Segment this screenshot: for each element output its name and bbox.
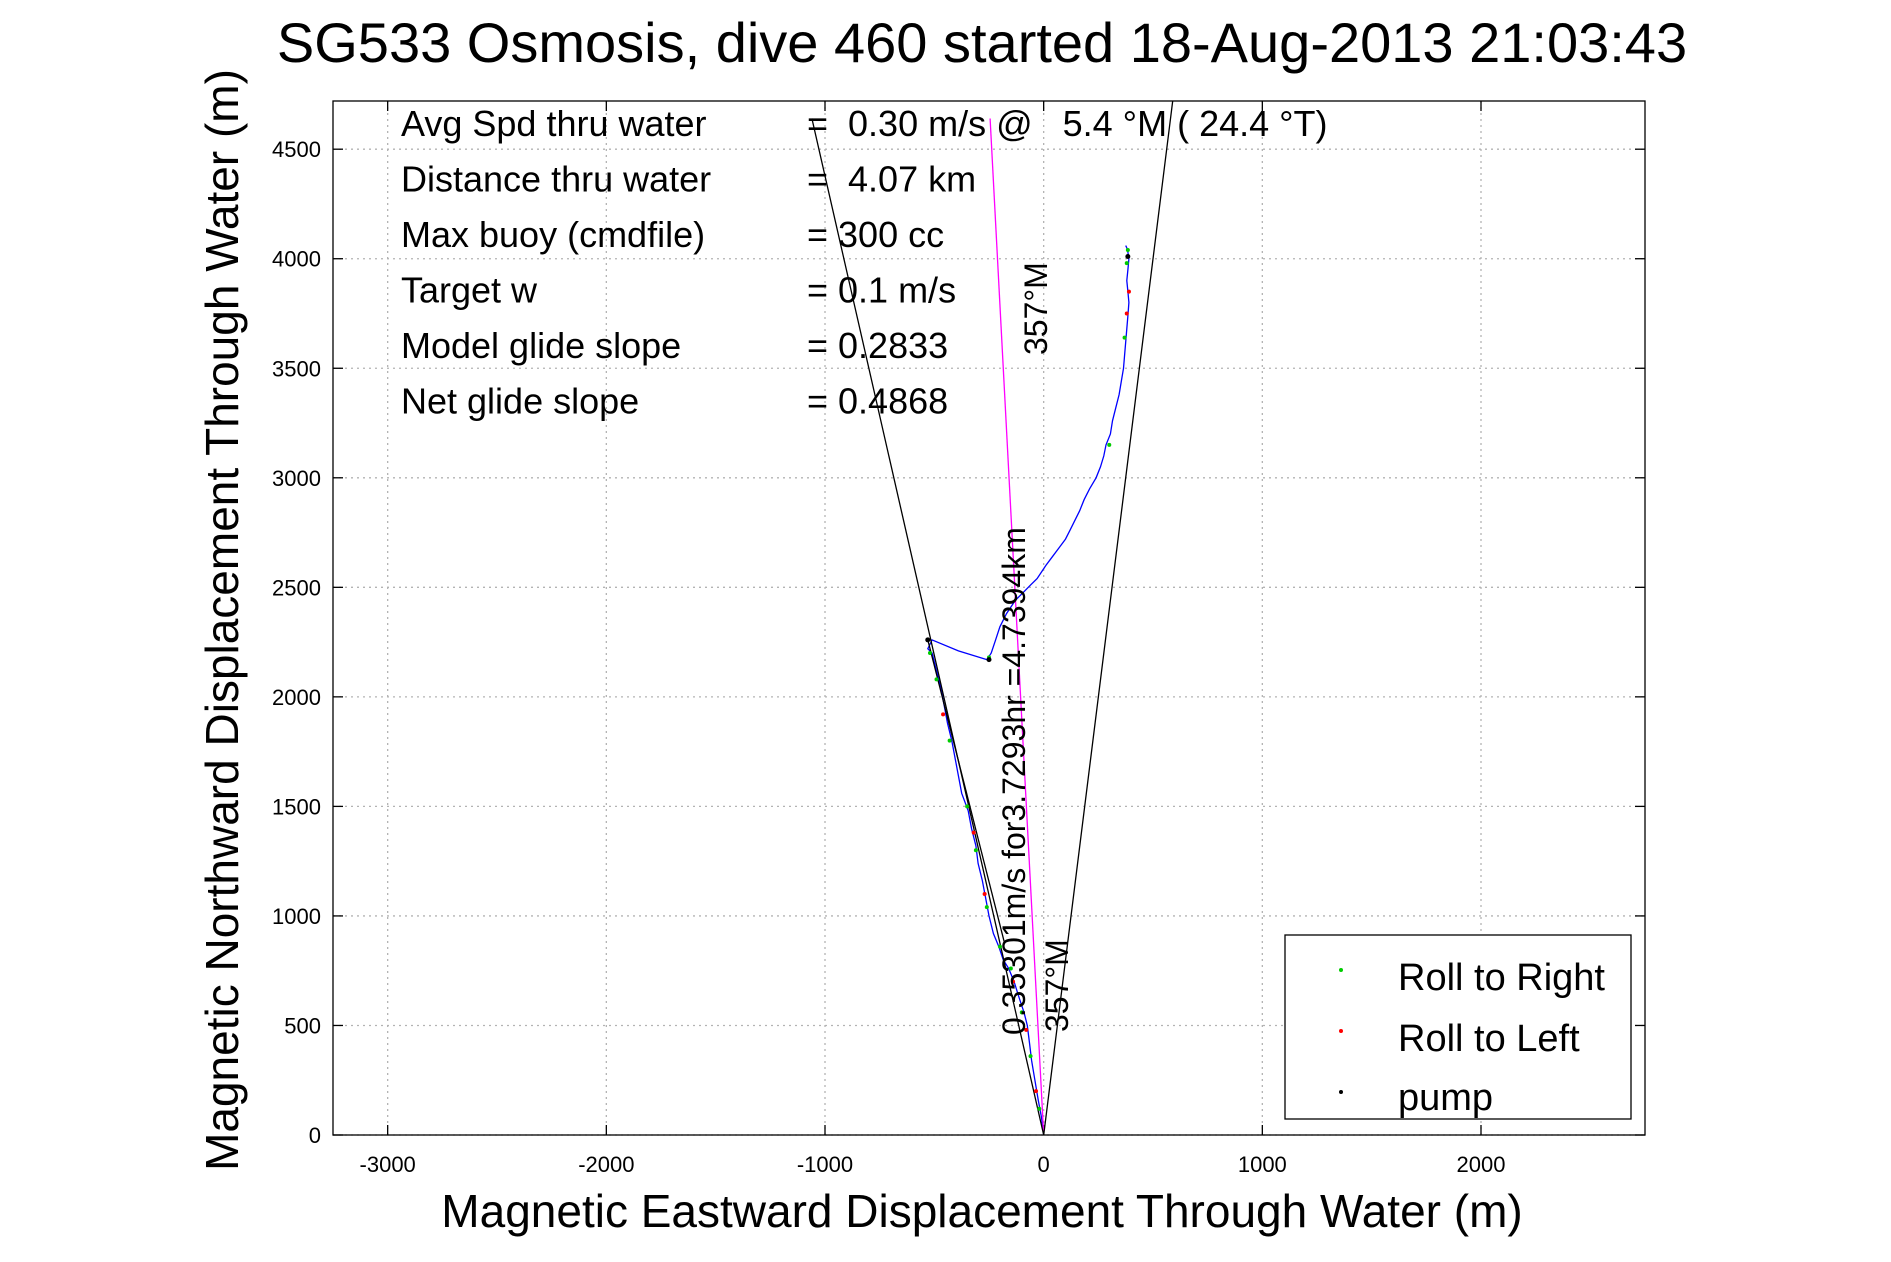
heading-label-lower: 357°M (1039, 939, 1075, 1032)
heading-label-upper: 357°M (1018, 262, 1054, 355)
legend: Roll to Right Roll to Left pump (1284, 934, 1632, 1120)
x-tick-label: -2000 (578, 1152, 634, 1177)
y-tick-label: 2500 (272, 575, 321, 600)
y-tick-label: 1500 (272, 794, 321, 819)
x-tick-label: 2000 (1457, 1152, 1506, 1177)
y-tick-label: 0 (309, 1123, 321, 1148)
y-tick-label: 2000 (272, 685, 321, 710)
pump-point (1125, 254, 1131, 260)
data-layer (811, 100, 1174, 1136)
legend-entry-pump: pump (1339, 1077, 1493, 1119)
roll-left-point (971, 830, 976, 835)
roll-right-point (1107, 442, 1112, 447)
stat-label: Max buoy (cmdfile) (401, 214, 705, 255)
legend-entry-roll-left: Roll to Left (1339, 1018, 1580, 1060)
legend-label-pump: pump (1398, 1077, 1493, 1119)
pump-point (925, 637, 931, 643)
legend-marker-roll-right (1339, 968, 1343, 972)
mid-dive-connector-line (927, 639, 1005, 943)
stat-value: = 0.1 m/s (807, 270, 956, 311)
legend-box (1284, 934, 1632, 1120)
roll-right-point (1122, 335, 1127, 340)
roll-right-point (1008, 966, 1013, 971)
legend-label-roll-right: Roll to Right (1398, 957, 1605, 999)
y-tick-label: 500 (284, 1013, 321, 1038)
stat-value: = 4.07 km (807, 159, 976, 200)
heading-guide-lines (811, 100, 1174, 1136)
tick-layer: -3000 -2000 -1000 0 1000 2000 0 500 1000 1500 2000… (272, 101, 1645, 1177)
stat-value: = 300 cc (807, 214, 944, 255)
y-tick-label: 3500 (272, 356, 321, 381)
roll-right-point (947, 738, 952, 743)
current-vector-line (989, 118, 1045, 1136)
roll-right-point (973, 848, 978, 853)
stat-label: Net glide slope (401, 381, 639, 422)
roll-right-point (965, 804, 970, 809)
current-vector-label: 0.35301m/s for3.7293hr =4.7394km (996, 527, 1032, 1035)
roll-right-point (1028, 1054, 1033, 1059)
y-tick-label: 3000 (272, 466, 321, 491)
plot-area (332, 100, 1646, 1136)
x-tick-label: 0 (1038, 1152, 1050, 1177)
roll-right-point (997, 944, 1002, 949)
stats-block: Avg Spd thru water = 0.30 m/s @ 5.4 °M ( … (401, 103, 1328, 422)
legend-label-roll-left: Roll to Left (1398, 1018, 1580, 1060)
roll-right-point (1037, 1106, 1042, 1111)
stat-value: = 0.4868 (807, 381, 948, 422)
stat-label: Model glide slope (401, 325, 681, 366)
legend-marker-pump (1339, 1090, 1343, 1094)
stat-label: Distance thru water (401, 159, 711, 200)
roll-right-point (984, 905, 989, 910)
y-tick-label: 4500 (272, 137, 321, 162)
stat-value: = 0.2833 (807, 325, 948, 366)
stat-label: Avg Spd thru water (401, 103, 707, 144)
roll-right-point (1019, 1010, 1024, 1015)
y-tick-label: 4000 (272, 247, 321, 272)
x-axis-label: Magnetic Eastward Displacement Through W… (441, 1185, 1522, 1237)
stat-label: Target w (401, 270, 538, 311)
glider-track-line (927, 245, 1130, 1136)
x-tick-label: 1000 (1238, 1152, 1287, 1177)
roll-left-point (941, 712, 946, 717)
roll-right-point (934, 677, 939, 682)
chart-title: SG533 Osmosis, dive 460 started 18-Aug-2… (277, 11, 1687, 74)
roll-left-point (982, 892, 987, 897)
roll-left-point (1124, 311, 1129, 316)
y-axis-label: Magnetic Northward Displacement Through … (196, 69, 248, 1171)
pump-point (986, 657, 992, 663)
roll-right-point (1124, 261, 1129, 266)
legend-entry-roll-right: Roll to Right (1339, 957, 1605, 999)
roll-left-point (1126, 289, 1131, 294)
x-tick-label: -3000 (360, 1152, 416, 1177)
y-tick-label: 1000 (272, 904, 321, 929)
legend-marker-roll-left (1339, 1029, 1343, 1033)
roll-right-point (1125, 247, 1130, 252)
roll-left-point (1034, 1089, 1039, 1094)
roll-left-point (1024, 1027, 1029, 1032)
roll-left-point (1011, 979, 1016, 984)
stat-value: = 0.30 m/s @ 5.4 °M ( 24.4 °T) (807, 103, 1328, 144)
roll-right-point (927, 651, 932, 656)
x-tick-label: -1000 (797, 1152, 853, 1177)
